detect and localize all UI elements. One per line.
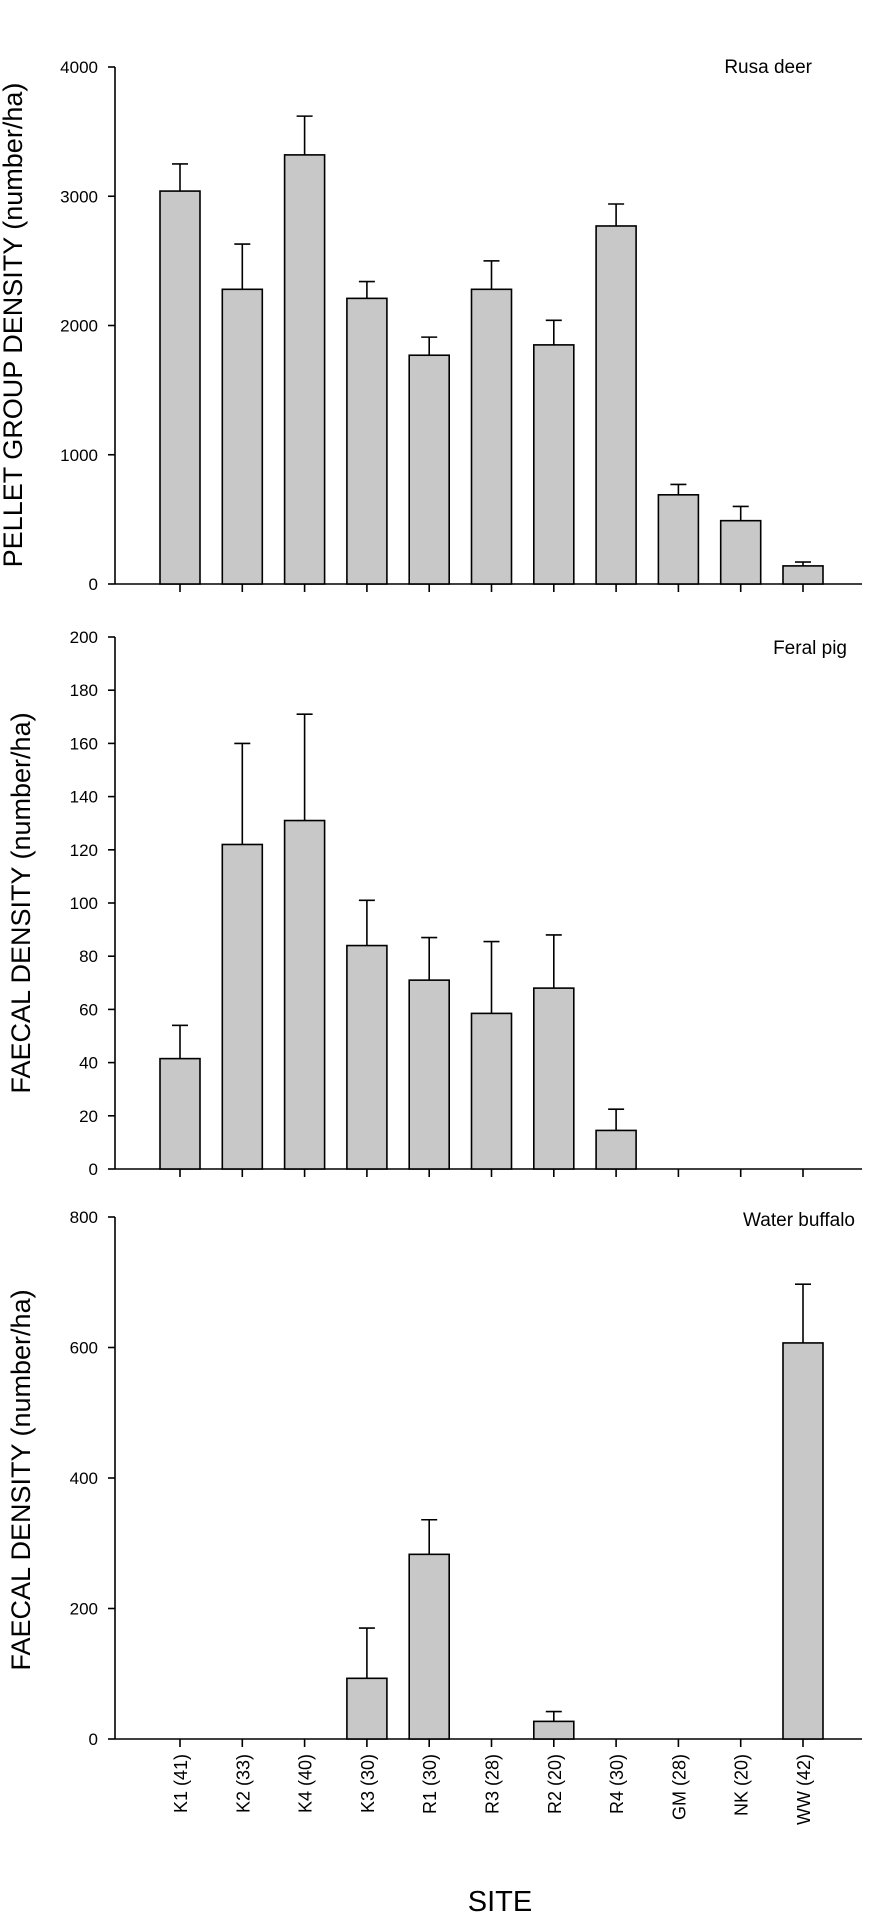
y-tick-label: 120 (70, 841, 98, 860)
bar (408, 354, 451, 585)
y-tick-label: 140 (70, 788, 98, 807)
bar (595, 225, 637, 585)
bars (159, 713, 637, 1170)
y-tick-label: 400 (70, 1469, 98, 1488)
y-tick-label: 800 (70, 1208, 98, 1227)
bar (346, 944, 388, 1170)
bar (221, 288, 264, 585)
bars (159, 115, 824, 585)
y-tick-label: 20 (79, 1107, 98, 1126)
category-label: GM (28) (669, 1754, 689, 1820)
category-label: R3 (28) (483, 1754, 503, 1814)
category-label: R4 (30) (607, 1754, 627, 1814)
bar (470, 1012, 513, 1170)
bar (346, 1677, 388, 1740)
bar (532, 1720, 575, 1740)
y-tick-label: 200 (70, 1600, 98, 1619)
bar (470, 288, 513, 585)
bar (408, 979, 451, 1170)
category-label: R2 (20) (545, 1754, 565, 1814)
y-tick-label: 40 (79, 1054, 98, 1073)
y-tick-label: 180 (70, 681, 98, 700)
y-axis-label: FAECAL DENSITY (number/ha) (6, 1289, 36, 1670)
category-label: K2 (33) (233, 1754, 253, 1813)
bar (657, 494, 700, 585)
y-tick-label: 0 (89, 1160, 98, 1179)
panel-feral-pig: 0 20 40 60 80 100 120 140 160 180 200 Feral pig FA… (6, 628, 862, 1179)
category-label: NK (20) (732, 1754, 752, 1816)
x-ticks (179, 1739, 804, 1747)
category-label: WW (42) (794, 1754, 814, 1825)
panel-title: Feral pig (773, 638, 847, 659)
panel-water-buffalo: 0 200 400 600 800 K1 (41) K2 (33) K4 (40) K3 (3… (6, 1208, 862, 1918)
y-tick-label: 1000 (60, 446, 98, 465)
bar (283, 819, 326, 1170)
bar (159, 190, 201, 585)
category-labels: K1 (41) K2 (33) K4 (40) K3 (30) R1 (30) R3 (2… (171, 1754, 814, 1825)
category-label: K4 (40) (296, 1754, 316, 1813)
bar (532, 344, 575, 585)
bar (221, 843, 264, 1170)
y-axis-label: PELLET GROUP DENSITY (number/ha) (0, 83, 28, 568)
category-label: R1 (30) (420, 1754, 440, 1814)
bar (283, 154, 326, 585)
bar (719, 519, 762, 585)
bar (782, 565, 824, 585)
y-tick-label: 600 (70, 1339, 98, 1358)
y-tick-label: 0 (89, 575, 98, 594)
panel-rusa-deer: 0 1000 2000 3000 4000 Rusa deer PELLET GROUP… (0, 57, 862, 594)
bar (159, 1057, 201, 1170)
bar (532, 987, 575, 1170)
y-tick-label: 160 (70, 734, 98, 753)
y-tick-label: 80 (79, 947, 98, 966)
y-tick-label: 2000 (60, 317, 98, 336)
y-ticks: 0 200 400 600 800 (70, 1208, 115, 1749)
panel-title: Water buffalo (743, 1210, 855, 1231)
category-label: K1 (41) (171, 1754, 191, 1813)
y-tick-label: 100 (70, 894, 98, 913)
bar (595, 1129, 637, 1170)
bar (346, 297, 388, 585)
x-ticks (179, 1169, 804, 1177)
x-axis-label: SITE (468, 1886, 532, 1918)
bar (408, 1553, 451, 1740)
panel-title: Rusa deer (724, 57, 812, 78)
y-tick-label: 60 (79, 1000, 98, 1019)
bars (346, 1283, 824, 1740)
bar (782, 1342, 824, 1740)
y-axis-label: FAECAL DENSITY (number/ha) (6, 712, 36, 1093)
y-tick-label: 200 (70, 628, 98, 647)
y-tick-label: 3000 (60, 187, 98, 206)
y-tick-label: 4000 (60, 58, 98, 77)
y-tick-label: 0 (89, 1730, 98, 1749)
y-ticks: 0 20 40 60 80 100 120 140 160 180 200 (70, 628, 115, 1179)
y-ticks: 0 1000 2000 3000 4000 (60, 58, 115, 594)
x-ticks (179, 584, 804, 592)
category-label: K3 (30) (358, 1754, 378, 1813)
